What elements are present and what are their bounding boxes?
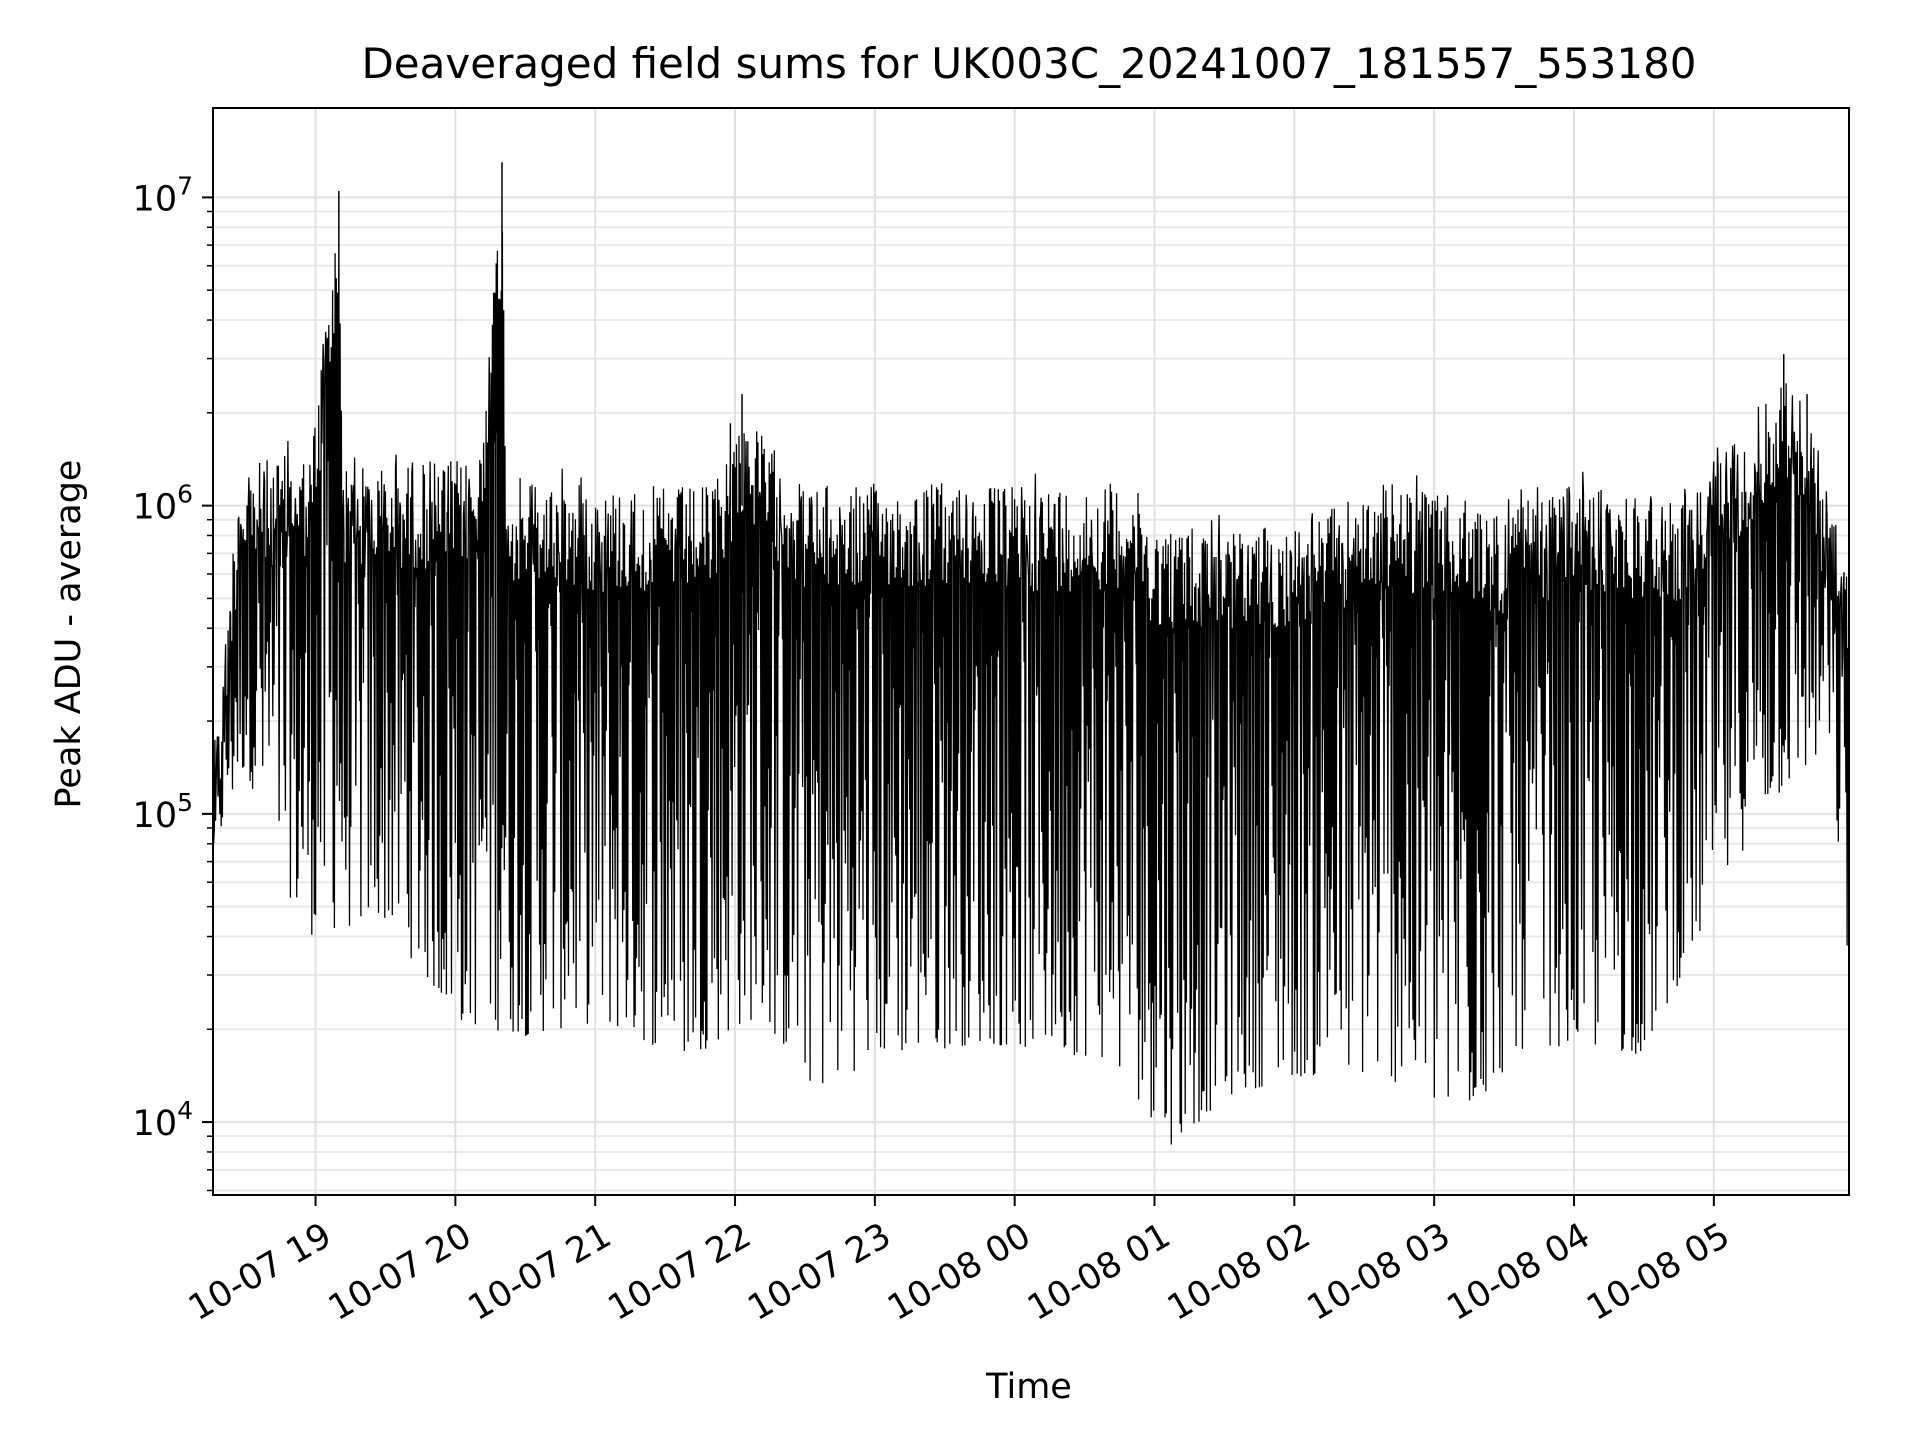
x-tick-label: 10-08 02 (1161, 1216, 1317, 1329)
y-tick-label: 105 (133, 788, 193, 836)
x-axis-title: Time (985, 1367, 1072, 1407)
plot-frame (212, 107, 1850, 1196)
x-tick-label: 10-07 21 (462, 1216, 618, 1329)
x-tick-label: 10-08 00 (881, 1216, 1037, 1329)
y-tick-label: 107 (133, 171, 193, 219)
y-tick-label: 106 (133, 480, 193, 528)
chart-title: Deaveraged field sums for UK003C_2024100… (361, 39, 1696, 88)
x-tick-label: 10-08 03 (1301, 1216, 1457, 1329)
x-tick-label: 10-08 05 (1580, 1216, 1736, 1329)
x-tick-label: 10-08 01 (1021, 1216, 1177, 1329)
y-tick-label: 104 (133, 1096, 193, 1144)
x-tick-label: 10-07 22 (602, 1216, 758, 1329)
x-tick-label: 10-08 04 (1441, 1216, 1597, 1329)
y-axis-title: Peak ADU - average (49, 460, 89, 809)
x-tick-label: 10-07 23 (741, 1216, 897, 1329)
x-tick-label: 10-07 20 (322, 1216, 478, 1329)
x-tick-label: 10-07 19 (182, 1216, 338, 1329)
series-line (212, 231, 1850, 1145)
data-layer (212, 162, 1850, 1145)
